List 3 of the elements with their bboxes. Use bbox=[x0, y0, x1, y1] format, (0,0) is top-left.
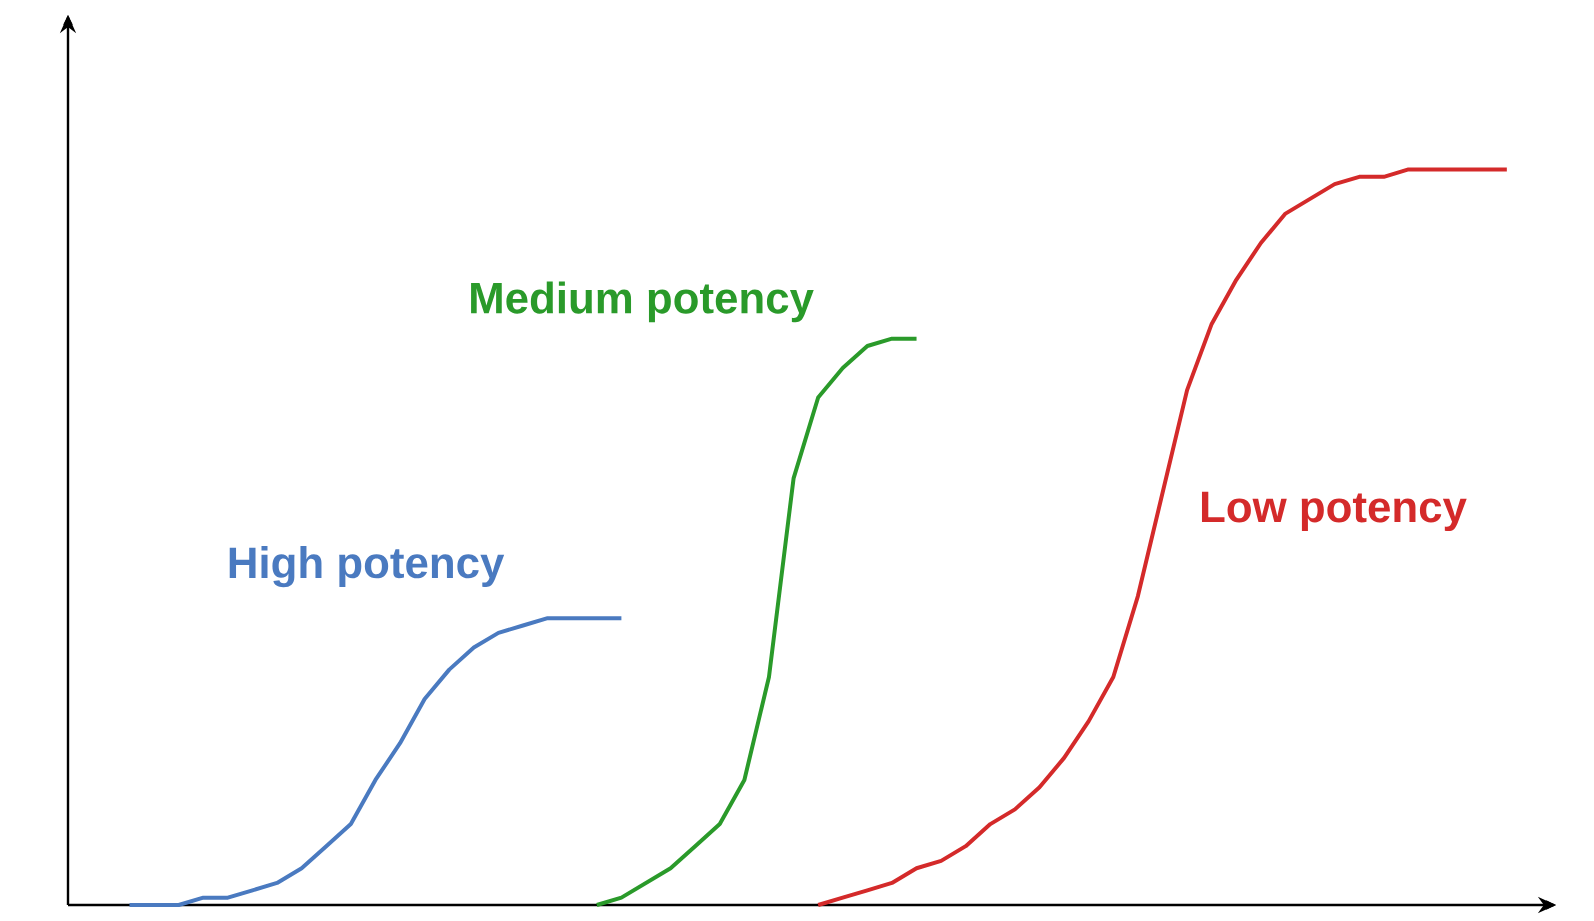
series-label: Low potency bbox=[1201, 491, 1467, 532]
series-label: Medium potency bbox=[471, 281, 814, 323]
series-label: High potency bbox=[229, 546, 505, 588]
